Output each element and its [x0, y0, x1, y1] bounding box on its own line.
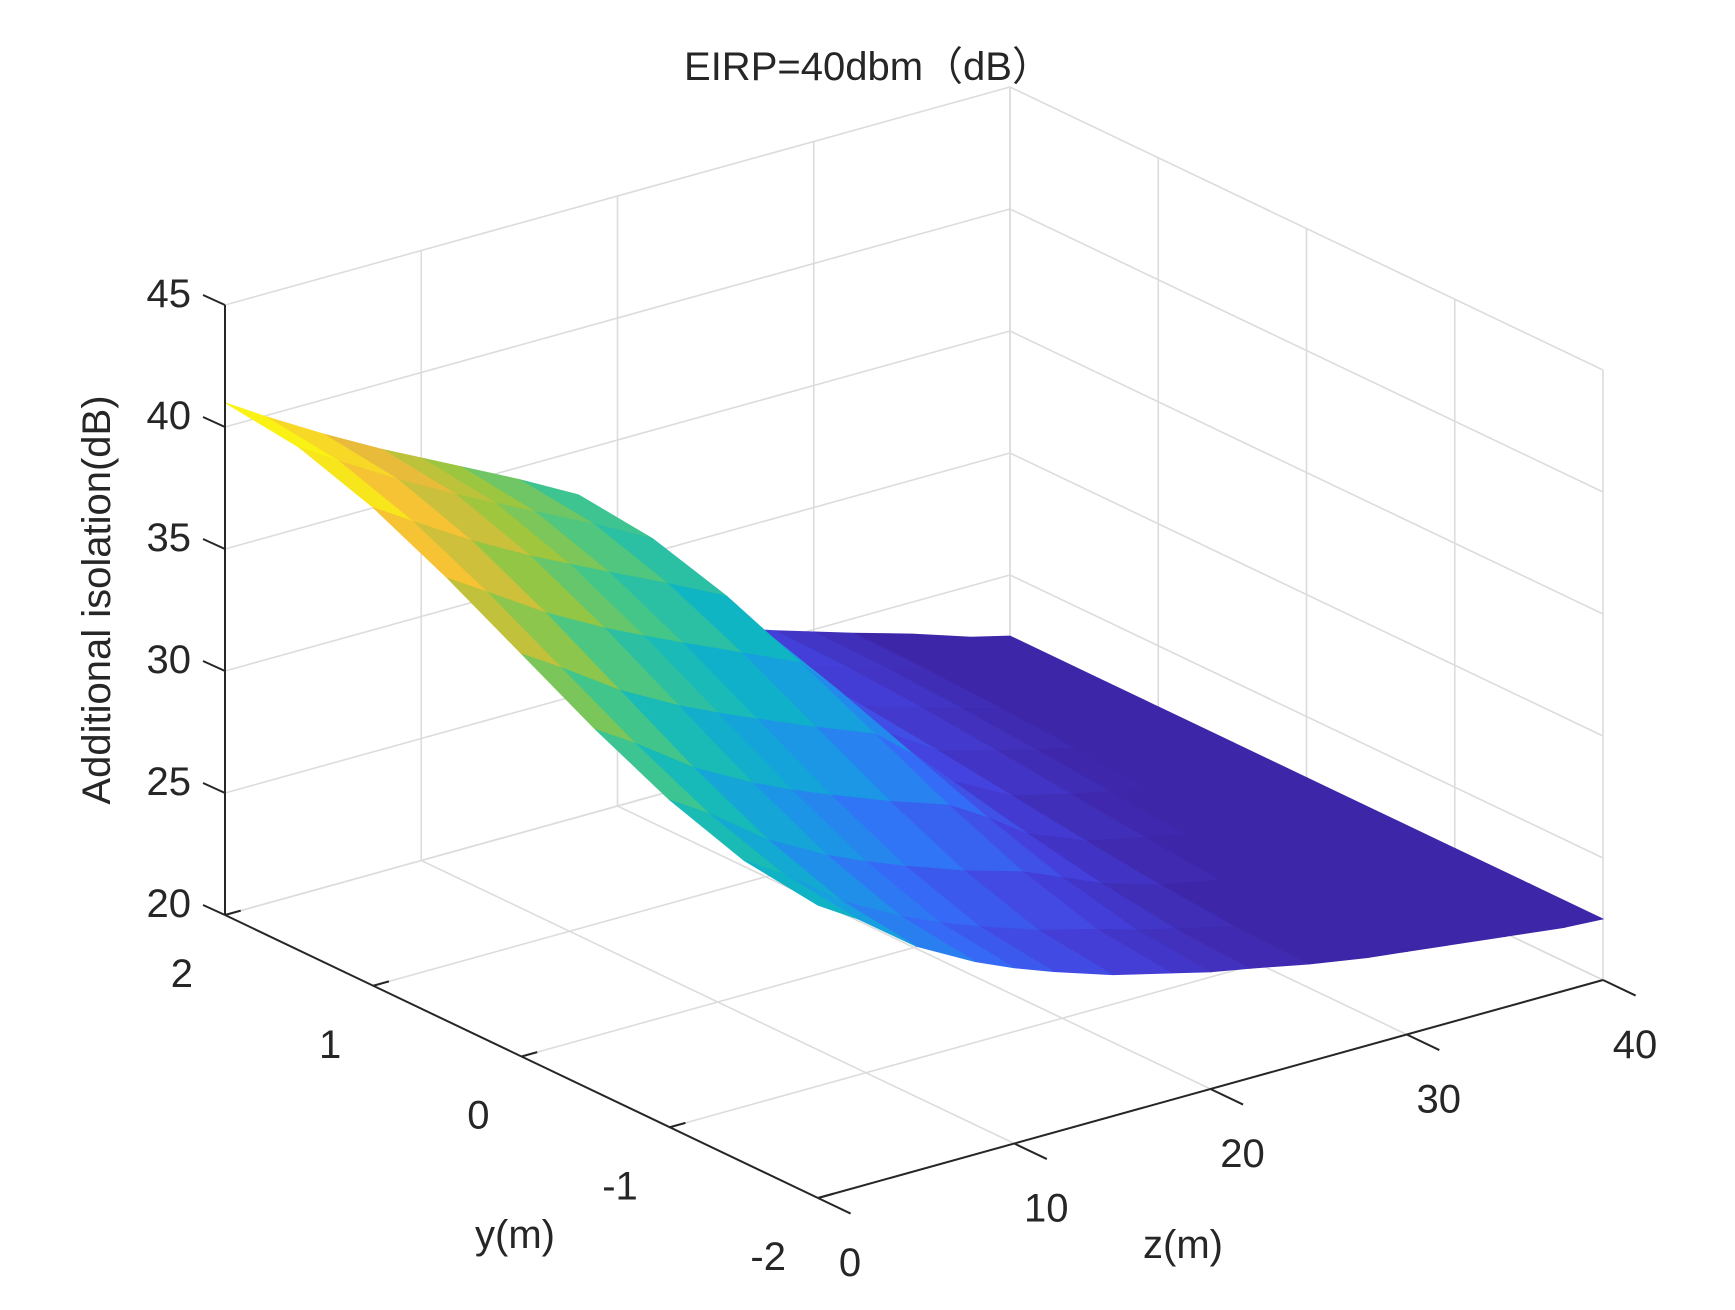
y-axis-tick — [817, 1192, 834, 1199]
value-tick-label: 20 — [147, 882, 192, 926]
chart-title: EIRP=40dbm（dB） — [684, 45, 1052, 89]
x-axis-label: z(m) — [1143, 1223, 1223, 1267]
y-tick-label: 2 — [171, 952, 193, 996]
z-axis-label: Additional isolation(dB) — [75, 395, 119, 804]
back-wall-gridline-horizontal — [224, 86, 1011, 306]
y-axis-tick — [224, 909, 241, 916]
z-axis-tick — [1210, 1088, 1244, 1106]
value-axis-tick — [202, 660, 226, 672]
z-axis-tick — [817, 1197, 852, 1215]
y-axis-tick — [521, 1051, 538, 1058]
surface-patch — [743, 860, 858, 920]
value-axis-tick — [202, 538, 226, 550]
z-tick-label: 10 — [1024, 1187, 1069, 1231]
value-tick-label: 25 — [147, 760, 192, 804]
y-tick-label: -1 — [602, 1164, 638, 1208]
z-axis-tick — [1406, 1033, 1440, 1051]
y-axis-tick — [372, 980, 390, 987]
y-tick-label: 0 — [467, 1094, 489, 1138]
value-axis-tick — [202, 782, 226, 794]
value-tick-label: 35 — [147, 516, 192, 560]
z-tick-label: 40 — [1613, 1023, 1658, 1067]
axes — [202, 294, 1637, 1215]
side-wall-gridline-horizontal — [1009, 574, 1604, 859]
y-axis-tick — [669, 1121, 686, 1129]
value-axis-tick — [202, 904, 226, 916]
surface-plot — [224, 402, 1605, 976]
z-tick-label: 0 — [839, 1241, 861, 1285]
value-tick-label: 45 — [147, 272, 192, 316]
value-axis-tick — [202, 416, 226, 428]
z-tick-label: 30 — [1417, 1078, 1462, 1122]
y-tick-label: -2 — [750, 1235, 786, 1279]
tick-labels: 0 10 20 30 40 -2 -1 0 1 2 20 25 30 35 40 45 — [147, 272, 1658, 1285]
back-wall-gridline-horizontal — [224, 208, 1011, 428]
y-tick-label: 1 — [319, 1023, 341, 1067]
side-wall-gridline-horizontal — [1009, 86, 1604, 371]
value-axis-tick — [202, 294, 226, 306]
z-axis-tick — [1602, 979, 1637, 997]
z-axis-tick — [1013, 1142, 1048, 1160]
back-wall-gridline-horizontal — [224, 330, 1011, 550]
side-wall-gridline-horizontal — [1009, 330, 1604, 615]
z-tick-label: 20 — [1220, 1132, 1265, 1176]
value-tick-label: 40 — [147, 394, 192, 438]
value-tick-label: 30 — [147, 638, 192, 682]
side-wall-gridline-horizontal — [1009, 452, 1604, 737]
y-axis-label: y(m) — [475, 1213, 555, 1257]
side-wall-gridline-horizontal — [1009, 208, 1604, 493]
